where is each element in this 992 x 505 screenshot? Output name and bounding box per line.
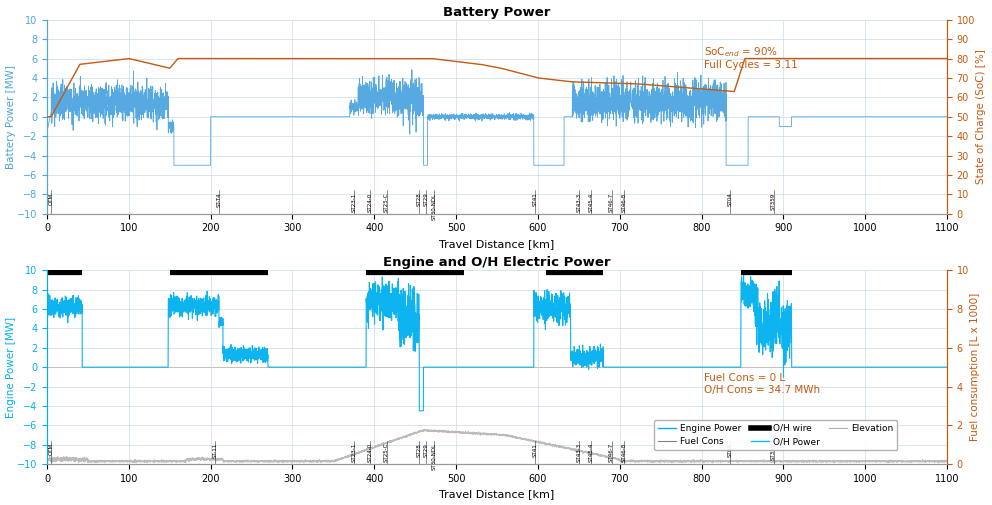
Engine Power (613, 364, 625, 370)
Engine Power (708, 364, 720, 370)
Text: ST23-1: ST23-1 (351, 443, 356, 462)
Text: ST43-3: ST43-3 (576, 443, 581, 462)
Text: ST41: ST41 (533, 192, 538, 206)
Engine Power (757, 330, 769, 336)
Legend: Engine Power, Fuel Cons, O/H wire, O/H Power, Elevation: Engine Power, Fuel Cons, O/H wire, O/H P… (654, 420, 898, 450)
Text: ST23-1: ST23-1 (351, 192, 356, 212)
Text: ST24-0: ST24-0 (368, 443, 373, 462)
Text: ST30-NDL: ST30-NDL (432, 192, 436, 220)
Text: OTM: OTM (49, 443, 54, 455)
Text: ST25-C: ST25-C (384, 192, 389, 212)
Elevation (421, 426, 433, 432)
Text: ST45-4: ST45-4 (588, 192, 593, 212)
Engine Power (573, 354, 585, 360)
Elevation (613, 457, 625, 463)
Text: ST41: ST41 (533, 443, 538, 457)
Elevation (941, 458, 953, 464)
Elevation (708, 458, 720, 464)
Text: ST45-4: ST45-4 (588, 443, 593, 462)
Y-axis label: Engine Power [MW]: Engine Power [MW] (6, 317, 16, 418)
Title: Engine and O/H Electric Power: Engine and O/H Electric Power (383, 256, 611, 269)
Elevation (756, 459, 768, 465)
Engine Power (414, 408, 426, 414)
Text: ST30-NDL: ST30-NDL (432, 443, 436, 470)
Engine Power (86, 364, 98, 370)
X-axis label: Travel Distance [km]: Travel Distance [km] (439, 239, 555, 249)
Text: ST359: ST359 (771, 192, 776, 210)
Text: ST29: ST29 (424, 443, 429, 457)
Text: ST-11: ST-11 (212, 443, 217, 458)
Y-axis label: State of Charge (SoC) [%]: State of Charge (SoC) [%] (976, 49, 986, 184)
Text: ST04: ST04 (728, 192, 733, 206)
Text: ST46-7: ST46-7 (609, 192, 614, 212)
Engine Power (41, 307, 53, 313)
X-axis label: Travel Distance [km]: Travel Distance [km] (439, 489, 555, 499)
Text: ST04: ST04 (728, 443, 733, 457)
Y-axis label: Battery Power [MW]: Battery Power [MW] (6, 65, 16, 169)
Text: OTM: OTM (49, 192, 54, 205)
Line: Engine Power: Engine Power (47, 271, 947, 411)
Elevation (41, 456, 53, 462)
Elevation (573, 448, 585, 454)
Elevation (367, 444, 379, 450)
Text: ST28: ST28 (417, 192, 422, 206)
Text: ST46-8: ST46-8 (621, 192, 626, 212)
Text: ST25-C: ST25-C (384, 443, 389, 462)
Text: SoC$_{end}$ = 90%
Full Cycles = 3.11: SoC$_{end}$ = 90% Full Cycles = 3.11 (704, 45, 798, 70)
Title: Battery Power: Battery Power (443, 6, 551, 19)
Text: ST43-3: ST43-3 (576, 192, 581, 212)
Elevation (932, 460, 944, 466)
Text: Fuel Cons = 0 L
O/H Cons = 34.7 MWh: Fuel Cons = 0 L O/H Cons = 34.7 MWh (704, 373, 820, 394)
Engine Power (367, 281, 379, 287)
Text: ST46-7: ST46-7 (609, 443, 614, 462)
Text: ST46-8: ST46-8 (621, 443, 626, 462)
Elevation (86, 458, 98, 464)
Text: ST29: ST29 (424, 192, 429, 206)
Engine Power (738, 268, 750, 274)
Text: ST28: ST28 (417, 443, 422, 457)
Line: Elevation: Elevation (47, 429, 947, 463)
Y-axis label: Fuel consumption [L x 1000]: Fuel consumption [L x 1000] (970, 293, 980, 441)
Text: ST-T4: ST-T4 (216, 192, 221, 207)
Engine Power (941, 364, 953, 370)
Text: ST359: ST359 (771, 443, 776, 460)
Text: ST24-0: ST24-0 (368, 192, 373, 212)
